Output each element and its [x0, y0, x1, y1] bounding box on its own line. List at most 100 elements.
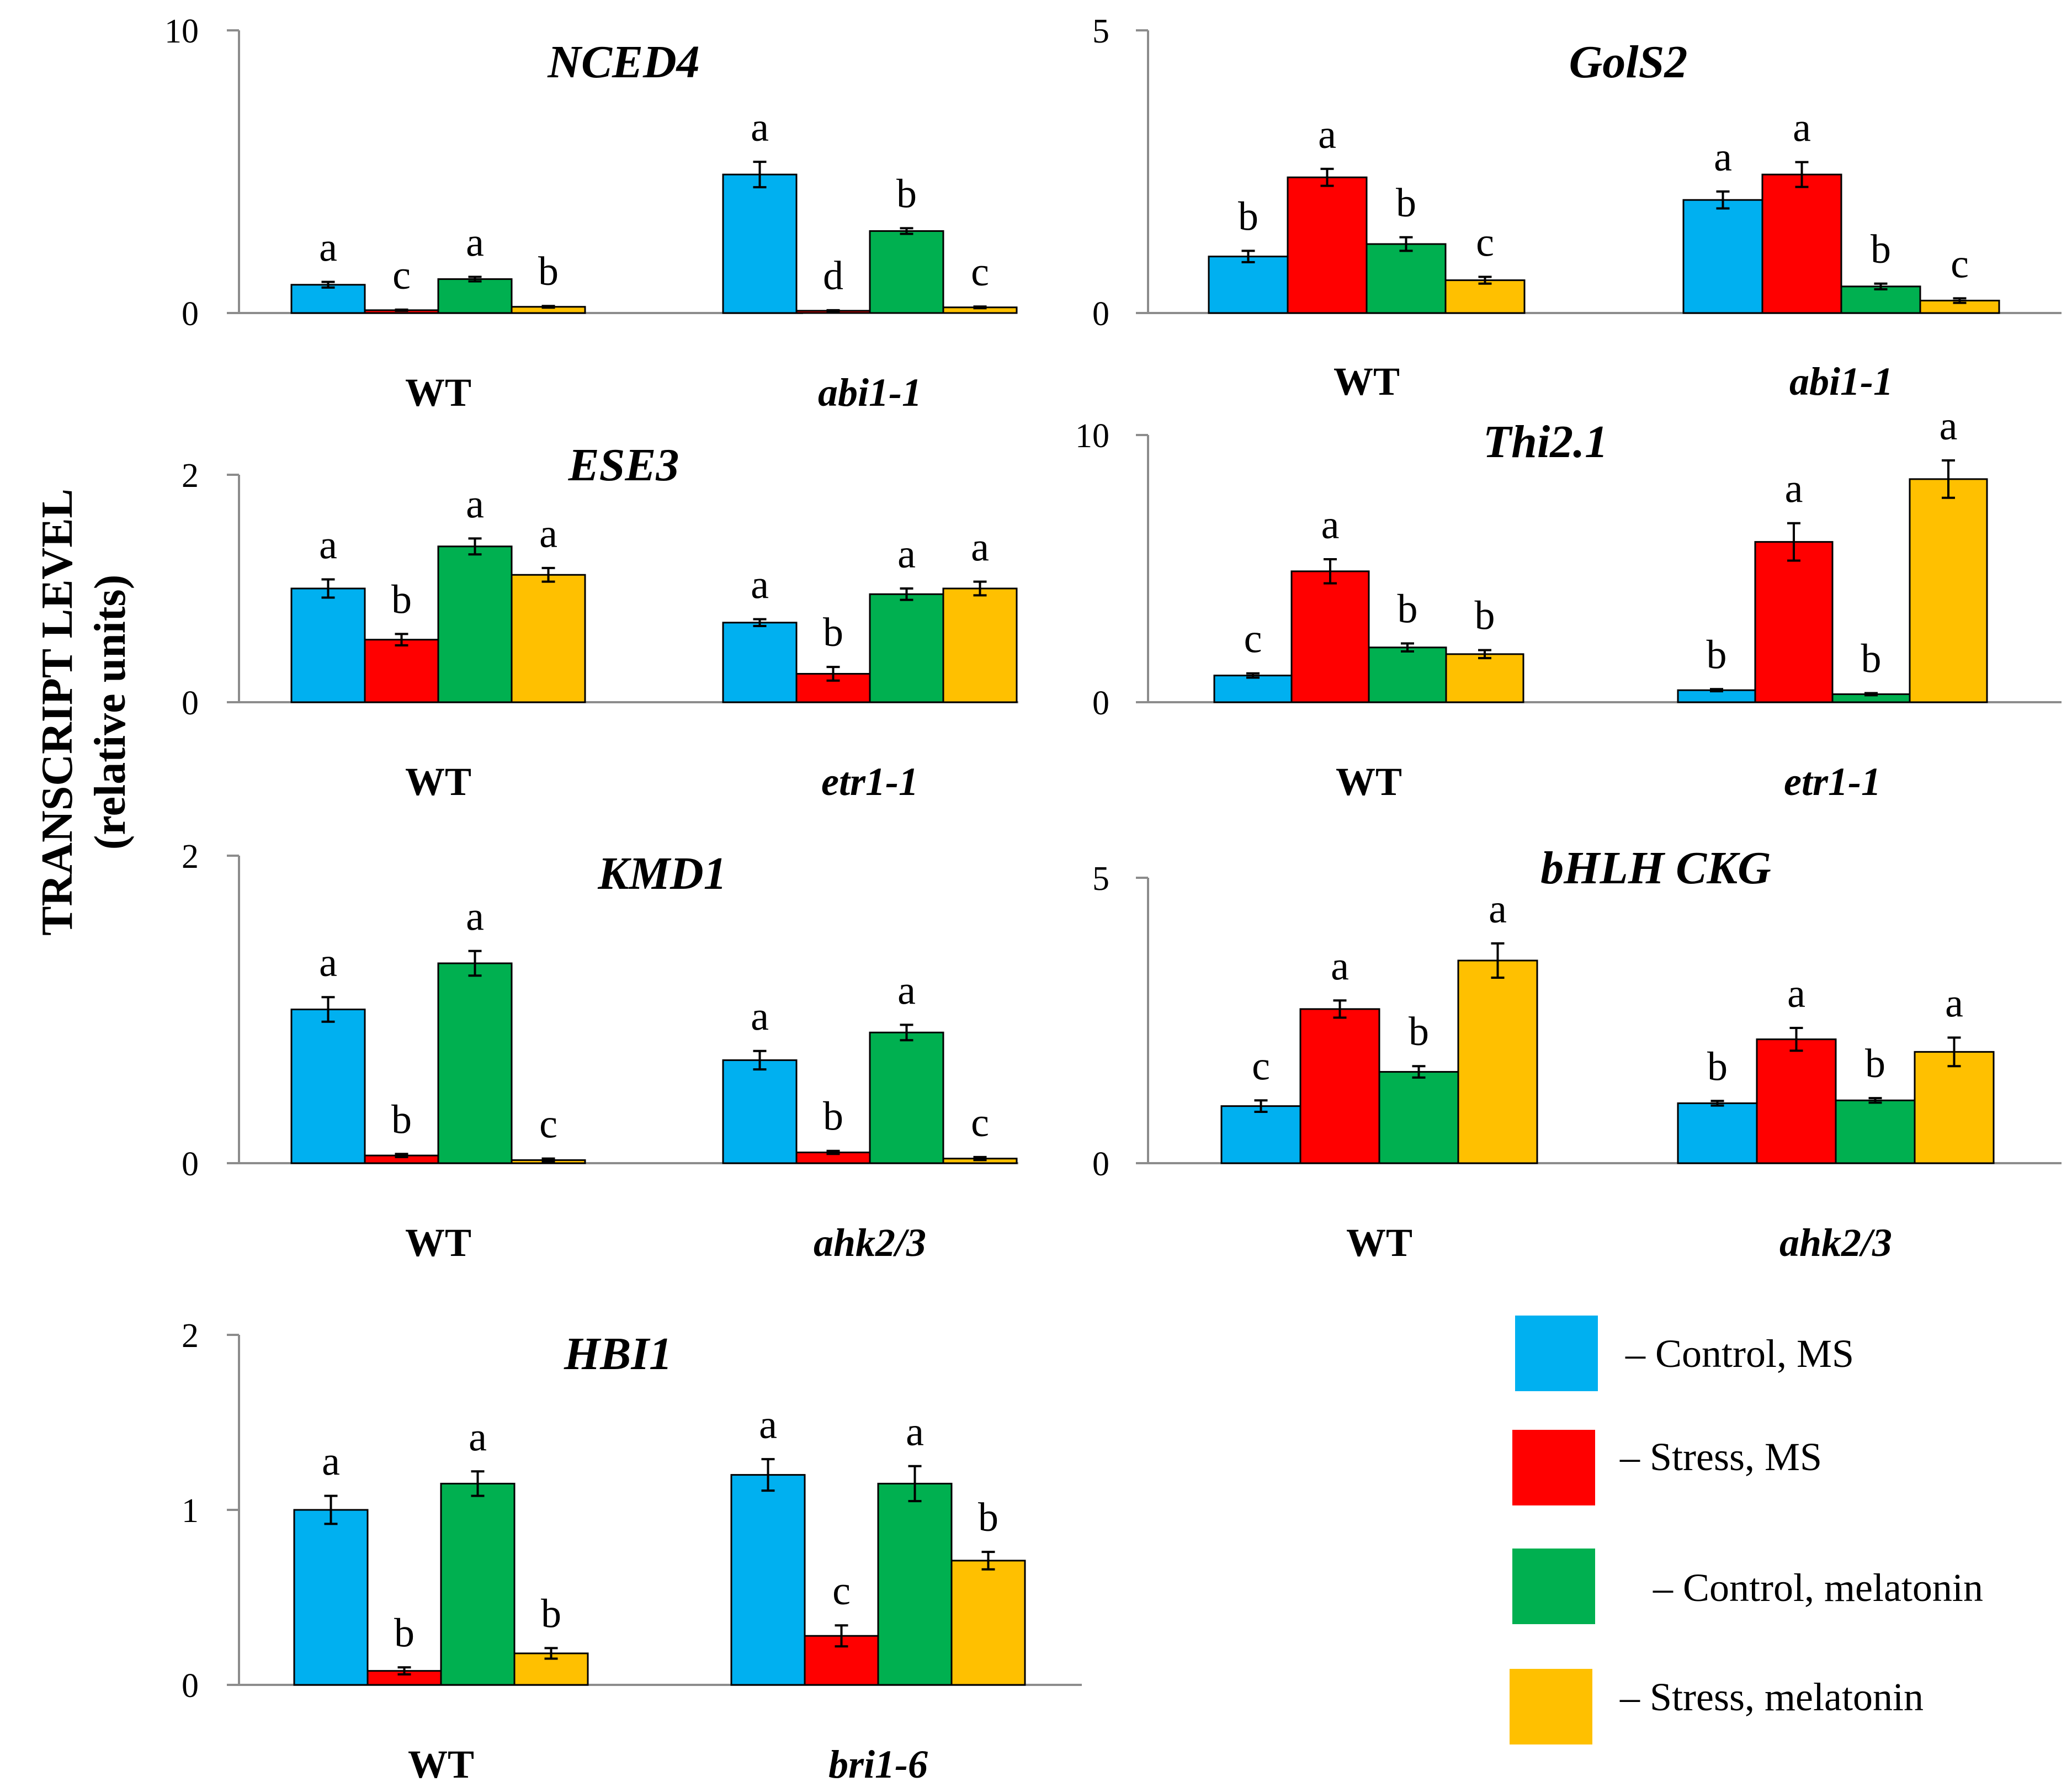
y-tick-label: 0: [182, 685, 199, 722]
error-bar: [544, 1647, 558, 1660]
bar-control-ms-abi1-1: [722, 173, 798, 314]
error-bar: [753, 618, 767, 627]
error-bar: [468, 537, 482, 556]
bar-stress-melatonin-bri1-6: [950, 1560, 1026, 1686]
error-bar: [541, 566, 555, 583]
error-bar: [981, 1551, 995, 1571]
significance-letter: b: [1238, 194, 1258, 239]
bar-stress-melatonin-wt: [511, 574, 586, 703]
legend-swatch: [1510, 1669, 1592, 1744]
category-label-wt: WT: [405, 1221, 471, 1265]
error-bar: [1947, 1036, 1961, 1068]
bar-control-melatonin-ahk2-3: [869, 1031, 944, 1164]
bar-stress-melatonin-wt: [1445, 653, 1524, 703]
y-tick-label: 0: [1092, 685, 1109, 722]
significance-letter: a: [319, 225, 337, 271]
y-tick-label: 2: [182, 457, 199, 495]
chart-panel-kmd1: 0 2 KMD1 a b a c WT a b a c ahk2/3: [182, 838, 1018, 1265]
legend-label: – Control, MS: [1625, 1332, 1854, 1376]
error-bar: [753, 1049, 767, 1071]
significance-letter: b: [823, 1094, 843, 1139]
legend-swatch: [1512, 1430, 1595, 1505]
bar-control-melatonin-wt: [437, 278, 513, 314]
significance-letter: c: [539, 1102, 557, 1147]
chart-title: GolS2: [1569, 36, 1688, 88]
bar-control-melatonin-wt: [437, 962, 513, 1164]
y-tick-label: 5: [1092, 860, 1109, 898]
significance-letter: a: [759, 1402, 777, 1447]
category-label-ahk2-3: ahk2/3: [814, 1221, 926, 1265]
significance-letter: c: [392, 253, 411, 298]
bar-stress-melatonin-ahk2-3: [1914, 1051, 1995, 1164]
y-axis-label: TRANSCRIPT LEVEL (relative units): [33, 489, 135, 936]
error-bar: [468, 275, 482, 283]
significance-letter: a: [539, 511, 557, 556]
error-bar: [973, 580, 987, 597]
significance-letter: a: [1785, 466, 1803, 512]
bar-stress-melatonin-etr1-1: [942, 587, 1018, 703]
error-bar: [541, 1157, 555, 1163]
significance-letter: b: [1865, 1041, 1885, 1086]
bar-control-ms-bri1-6: [730, 1474, 806, 1686]
bar-control-ms-wt: [290, 587, 366, 703]
legend-swatch: [1515, 1316, 1598, 1391]
significance-letter: b: [391, 1097, 412, 1142]
chart-panel-bhlh-ckg: 0 5 bHLH CKG c a b a WT b a b a ahk2/3: [1092, 842, 2062, 1265]
significance-letter: a: [469, 1414, 487, 1460]
category-label-abi1-1: abi1-1: [818, 370, 922, 415]
error-bar: [1241, 250, 1255, 263]
significance-letter: b: [1409, 1009, 1429, 1054]
significance-letter: a: [1318, 112, 1336, 157]
significance-letter: b: [1707, 632, 1727, 677]
significance-letter: a: [751, 105, 769, 150]
error-bar: [1412, 1065, 1426, 1079]
chart-title: ESE3: [568, 439, 679, 491]
error-bar: [1333, 999, 1347, 1019]
error-bar: [471, 1470, 485, 1497]
category-label-wt: WT: [408, 1742, 474, 1786]
error-bar: [1789, 1026, 1803, 1052]
bar-stress-melatonin-etr1-1: [1909, 478, 1988, 703]
y-tick-label: 2: [182, 1317, 199, 1355]
error-bar: [1710, 1100, 1724, 1107]
bar-control-ms-wt: [293, 1509, 369, 1686]
error-bar: [1942, 459, 1955, 499]
significance-letter: c: [1476, 220, 1494, 265]
legend-swatch: [1512, 1549, 1595, 1624]
chart-title: Thi2.1: [1483, 416, 1608, 468]
significance-letter: a: [1331, 943, 1349, 989]
error-bar: [1868, 1097, 1882, 1104]
error-bar: [397, 1666, 411, 1675]
error-bar: [321, 996, 335, 1023]
significance-letter: d: [823, 253, 843, 299]
y-tick-label: 2: [182, 838, 199, 876]
bar-control-melatonin-etr1-1: [869, 593, 944, 703]
bar-stress-ms-wt: [364, 639, 439, 703]
category-label-wt: WT: [1333, 359, 1400, 404]
bar-stress-melatonin-wt: [1444, 279, 1526, 314]
significance-letter: c: [1951, 241, 1969, 287]
bar-control-ms-wt: [1208, 256, 1289, 314]
y-tick-label: 0: [182, 295, 199, 333]
bar-control-melatonin-wt: [440, 1482, 516, 1686]
chart-title: HBI1: [564, 1328, 672, 1380]
error-bar: [1254, 1099, 1268, 1113]
error-bar: [1716, 190, 1730, 210]
error-bar: [900, 1024, 913, 1042]
significance-letter: a: [1321, 502, 1340, 548]
legend-label: – Stress, melatonin: [1619, 1675, 1924, 1719]
bar-control-melatonin-wt: [1366, 243, 1447, 314]
significance-letter: c: [1252, 1043, 1270, 1089]
error-bar: [1795, 161, 1809, 188]
significance-letter: b: [538, 249, 559, 294]
significance-letter: b: [394, 1610, 415, 1656]
error-bar: [1399, 236, 1413, 252]
error-bar: [835, 1624, 848, 1648]
significance-letter: a: [466, 220, 484, 265]
error-bar: [1953, 297, 1967, 304]
error-bar: [324, 1494, 338, 1525]
significance-letter: b: [1396, 181, 1416, 226]
bar-control-ms-ahk2-3: [1677, 1102, 1758, 1164]
